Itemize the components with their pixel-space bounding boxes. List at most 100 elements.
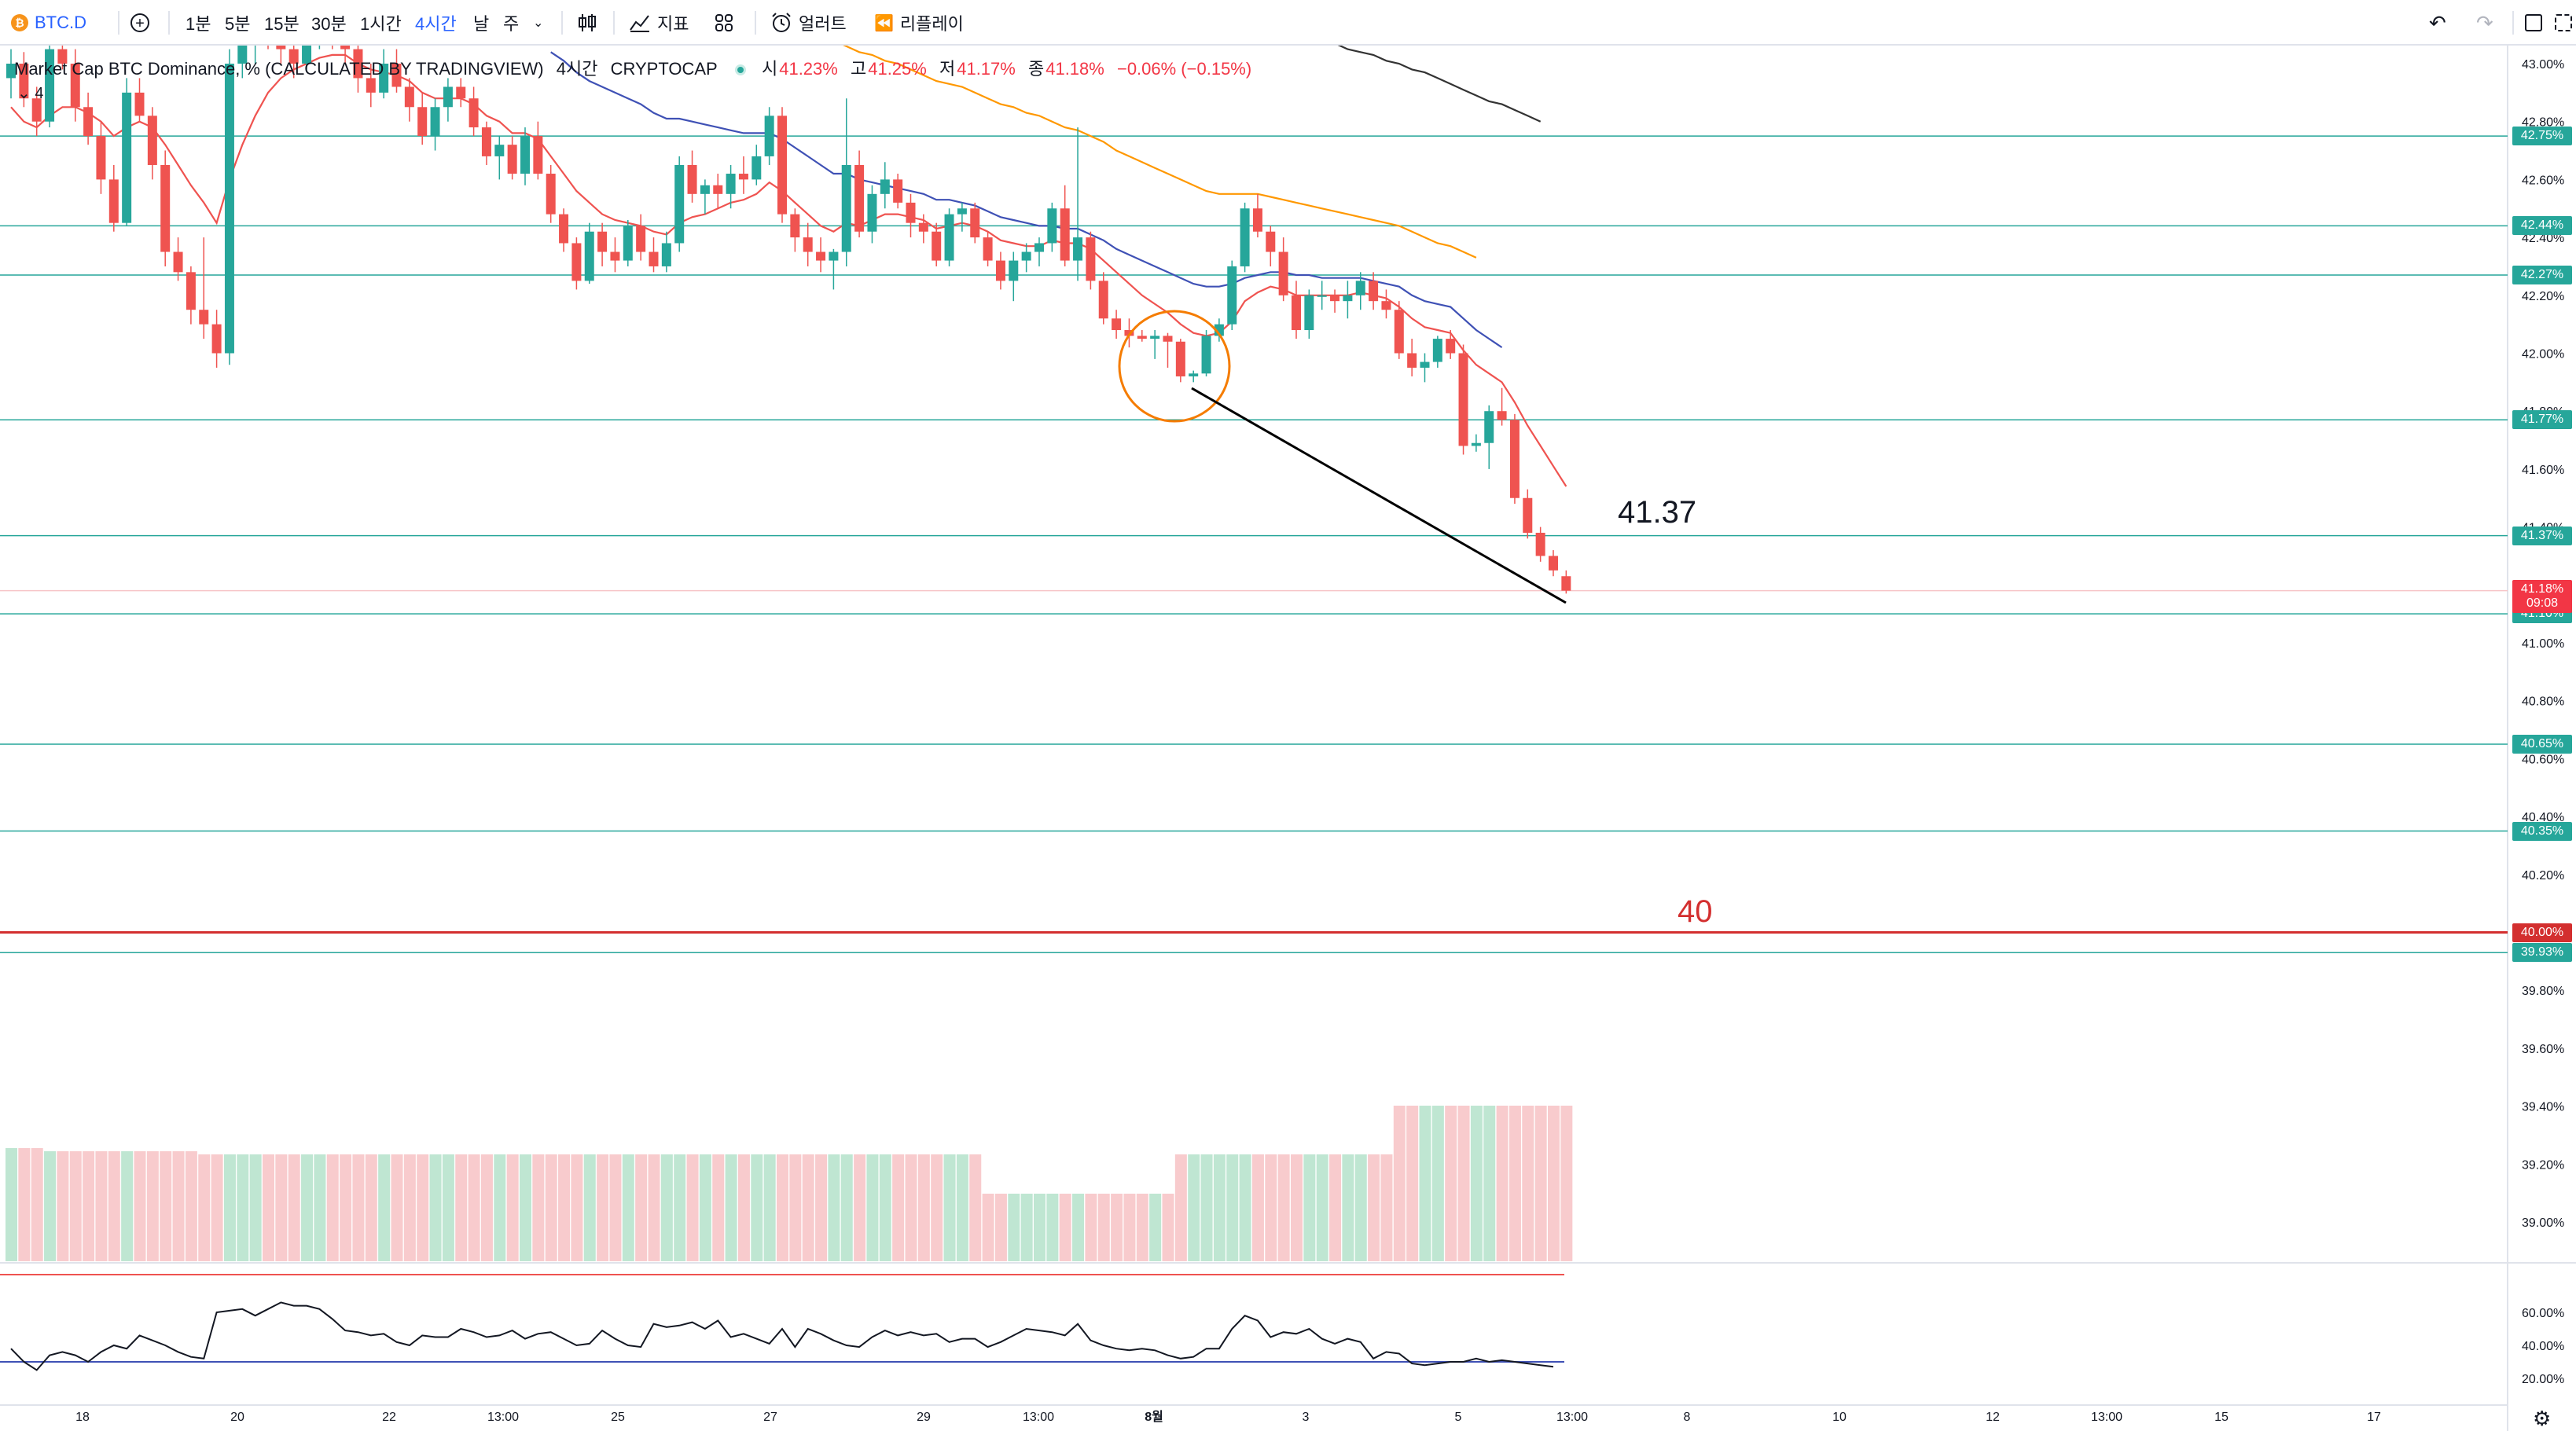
candle-body bbox=[1523, 497, 1533, 533]
time-axis-tick: 13:00 bbox=[487, 1411, 519, 1424]
volume-bar bbox=[1008, 1194, 1020, 1261]
indicator-count: 4 bbox=[35, 85, 44, 102]
legend-source: CRYPTOCAP bbox=[610, 59, 718, 79]
candle-body bbox=[1009, 260, 1019, 281]
candle-body bbox=[700, 185, 710, 194]
bar-countdown: 09:08 bbox=[2526, 596, 2559, 610]
replay-label: 리플레이 bbox=[899, 14, 964, 34]
compare-add-button[interactable]: + bbox=[130, 0, 149, 46]
interval-week[interactable]: 주 bbox=[503, 14, 520, 34]
candle-body bbox=[726, 174, 736, 194]
volume-bar bbox=[301, 1154, 314, 1261]
candle-body bbox=[353, 49, 363, 79]
time-axis-tick: 3 bbox=[1303, 1411, 1310, 1424]
candle-body bbox=[1446, 339, 1456, 354]
candle-body bbox=[1420, 361, 1430, 368]
chart-type-button[interactable] bbox=[577, 0, 597, 46]
gear-icon[interactable]: ⚙ bbox=[2533, 1407, 2552, 1430]
candle-body bbox=[57, 49, 68, 64]
redo-button[interactable]: ↷ bbox=[2476, 0, 2493, 46]
bitcoin-icon: ₿ bbox=[11, 14, 28, 31]
close-value: 41.18% bbox=[1045, 59, 1104, 79]
candle-body bbox=[829, 251, 839, 261]
candle-body bbox=[713, 185, 723, 194]
price-chart[interactable]: 43.00%42.80%42.60%42.40%42.20%42.00%41.8… bbox=[0, 46, 2576, 1431]
candle-body bbox=[764, 116, 774, 156]
volume-bar bbox=[674, 1154, 686, 1261]
candle-body bbox=[1214, 324, 1224, 336]
candle-body bbox=[854, 164, 865, 232]
legend-collapse-toggle[interactable]: ⌄ 4 bbox=[17, 83, 43, 103]
volume-bar bbox=[185, 1151, 197, 1261]
volume-bar bbox=[1188, 1154, 1200, 1261]
snapshot-button[interactable] bbox=[2555, 0, 2572, 46]
volume-bar bbox=[1342, 1154, 1354, 1261]
level-price-tag: 39.93% bbox=[2512, 943, 2572, 963]
candle-body bbox=[1549, 556, 1558, 571]
volume-bar bbox=[802, 1154, 814, 1261]
candle-body bbox=[1112, 318, 1122, 331]
volume-bar bbox=[917, 1154, 930, 1261]
candle-body bbox=[687, 164, 697, 194]
volume-bar bbox=[1406, 1106, 1419, 1261]
time-axis-tick: 18 bbox=[75, 1411, 90, 1424]
candle-body bbox=[636, 226, 646, 252]
time-axis-tick: 5 bbox=[1455, 1411, 1462, 1424]
candle-body bbox=[366, 78, 376, 93]
candle-body bbox=[391, 64, 402, 87]
candle-body bbox=[571, 243, 582, 281]
symbol-button[interactable]: ₿ BTC.D bbox=[11, 0, 86, 46]
square-icon bbox=[2525, 14, 2542, 31]
volume-bar bbox=[455, 1154, 468, 1261]
rewind-icon: ⏪ bbox=[874, 14, 894, 32]
price-axis-tick: 39.40% bbox=[2522, 1101, 2564, 1114]
volume-bar bbox=[532, 1154, 545, 1261]
fullscreen-button[interactable] bbox=[2525, 0, 2542, 46]
candle-body bbox=[1381, 301, 1391, 310]
interval-1m[interactable]: 1분 bbox=[186, 14, 211, 34]
volume-bar bbox=[1149, 1194, 1162, 1261]
volume-bar bbox=[866, 1154, 879, 1261]
volume-bar bbox=[879, 1154, 891, 1261]
candle-body bbox=[481, 127, 491, 156]
indicators-button[interactable]: 지표 bbox=[629, 0, 689, 46]
candle-body bbox=[906, 202, 916, 223]
price-axis-tick: 39.60% bbox=[2522, 1043, 2564, 1056]
candle-body bbox=[1150, 336, 1160, 339]
alarm-clock-icon bbox=[772, 13, 791, 32]
alert-button[interactable]: 얼러트 bbox=[770, 0, 847, 46]
volume-bar bbox=[1393, 1106, 1406, 1261]
candle-body bbox=[507, 145, 517, 174]
moving-average-line bbox=[10, 53, 1567, 487]
interval-15m[interactable]: 15분 bbox=[264, 14, 299, 34]
price-axis-tick: 43.00% bbox=[2522, 58, 2564, 72]
volume-bar bbox=[391, 1154, 403, 1261]
interval-dropdown[interactable]: ⌄ bbox=[533, 0, 543, 46]
volume-bar bbox=[751, 1154, 763, 1261]
candle-body bbox=[1163, 336, 1173, 342]
level-price-tag: 40.00% bbox=[2512, 923, 2572, 942]
interval-4h[interactable]: 4시간 bbox=[415, 14, 457, 34]
candle-body bbox=[122, 92, 132, 223]
volume-bar bbox=[1136, 1194, 1148, 1261]
candle-body bbox=[674, 164, 685, 244]
time-axis-tick: 10 bbox=[1832, 1411, 1847, 1424]
candle-body bbox=[443, 86, 453, 108]
volume-bar bbox=[1368, 1154, 1380, 1261]
interval-1h[interactable]: 1시간 bbox=[360, 14, 402, 34]
level-price-tag: 42.75% bbox=[2512, 127, 2572, 146]
volume-bar bbox=[160, 1151, 172, 1261]
undo-button[interactable]: ↶ bbox=[2429, 0, 2446, 46]
interval-day[interactable]: 날 bbox=[473, 14, 490, 34]
replay-button[interactable]: ⏪ 리플레이 bbox=[874, 0, 964, 46]
candle-body bbox=[1266, 231, 1276, 252]
layouts-button[interactable] bbox=[714, 0, 734, 46]
volume-bar bbox=[1303, 1154, 1316, 1261]
chart-legend: Market Cap BTC Dominance, % (CALCULATED … bbox=[14, 55, 1259, 80]
interval-30m[interactable]: 30분 bbox=[311, 14, 347, 34]
time-axis-tick: 8월 bbox=[1145, 1410, 1163, 1424]
volume-bar bbox=[1470, 1106, 1483, 1261]
price-axis-tick: 40.40% bbox=[2522, 811, 2564, 824]
annotation-41-37: 41.37 bbox=[1618, 495, 1697, 530]
interval-5m[interactable]: 5분 bbox=[225, 14, 251, 34]
